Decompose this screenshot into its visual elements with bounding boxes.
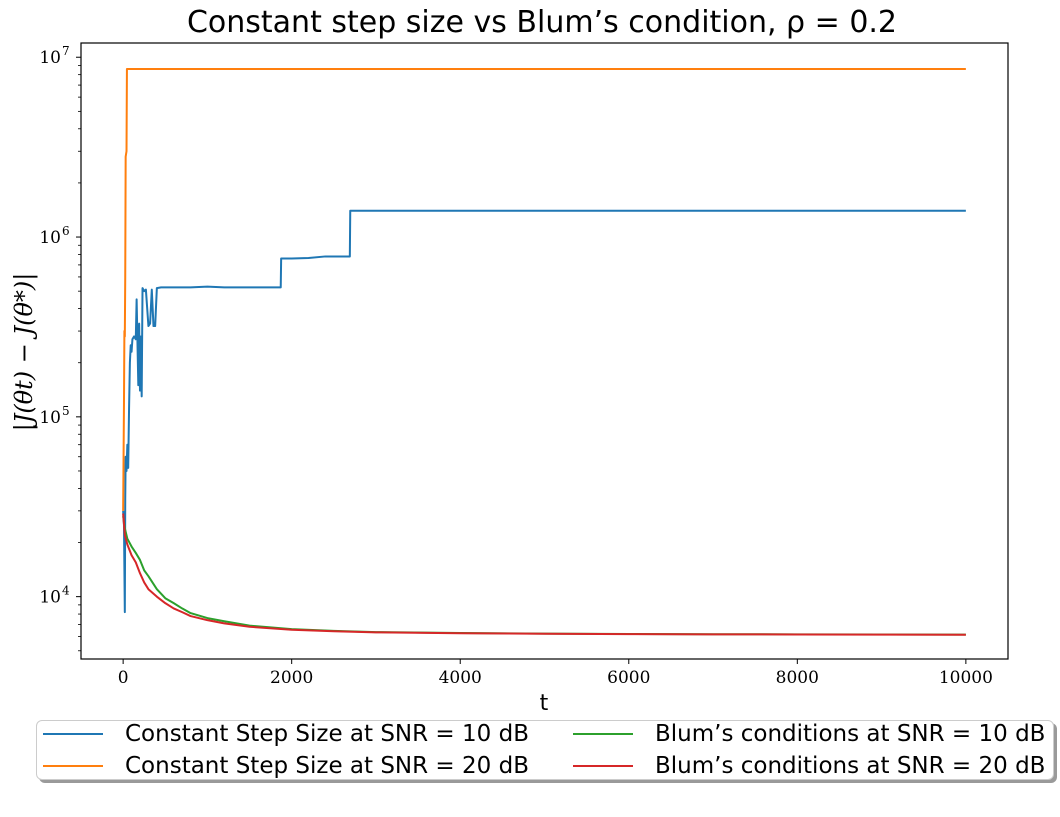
legend-label: Blum’s conditions at SNR = 20 dB — [655, 753, 1046, 779]
legend: Constant Step Size at SNR = 10 dB Consta… — [36, 720, 1054, 780]
legend-label: Constant Step Size at SNR = 10 dB — [125, 721, 529, 747]
x-axis-ticks: 0 2000 4000 6000 8000 10000 — [118, 659, 993, 688]
series-line-3 — [122, 516, 966, 636]
y-tick-label: 10 — [39, 48, 61, 68]
x-tick-label: 6000 — [607, 668, 650, 688]
y-axis-label: |J(θt) − J(θ*)| — [10, 273, 39, 432]
legend-item-series-4: Blum’s conditions at SNR = 20 dB — [573, 751, 1045, 781]
x-axis-label: t — [540, 691, 549, 716]
x-tick-label: 2000 — [270, 668, 313, 688]
y-tick-exponent: 7 — [62, 44, 70, 58]
y-tick-label: 10 — [39, 408, 61, 428]
legend-item-series-1: Constant Step Size at SNR = 10 dB — [43, 719, 529, 749]
legend-swatch — [573, 733, 633, 735]
x-tick-label: 8000 — [776, 668, 819, 688]
series-line-4 — [122, 513, 966, 636]
y-tick-exponent: 5 — [62, 404, 70, 418]
legend-swatch — [573, 765, 633, 767]
x-tick-label: 10000 — [939, 668, 993, 688]
series-layer — [122, 68, 966, 636]
legend-item-series-3: Blum’s conditions at SNR = 10 dB — [573, 719, 1045, 749]
legend-swatch — [43, 733, 103, 735]
legend-swatch — [43, 765, 103, 767]
legend-label: Constant Step Size at SNR = 20 dB — [125, 753, 529, 779]
series-line-1 — [122, 209, 966, 614]
x-tick-label: 0 — [118, 668, 129, 688]
y-tick-exponent: 6 — [62, 224, 70, 238]
y-tick-label: 10 — [39, 228, 61, 248]
chart-title: Constant step size vs Blum’s condition, … — [187, 5, 897, 40]
legend-label: Blum’s conditions at SNR = 10 dB — [655, 721, 1046, 747]
y-tick-label: 10 — [39, 588, 61, 608]
x-tick-label: 4000 — [439, 668, 482, 688]
legend-item-series-2: Constant Step Size at SNR = 20 dB — [43, 751, 529, 781]
y-tick-exponent: 4 — [62, 584, 70, 598]
series-line-2 — [122, 68, 966, 511]
plot-frame — [80, 42, 1009, 660]
